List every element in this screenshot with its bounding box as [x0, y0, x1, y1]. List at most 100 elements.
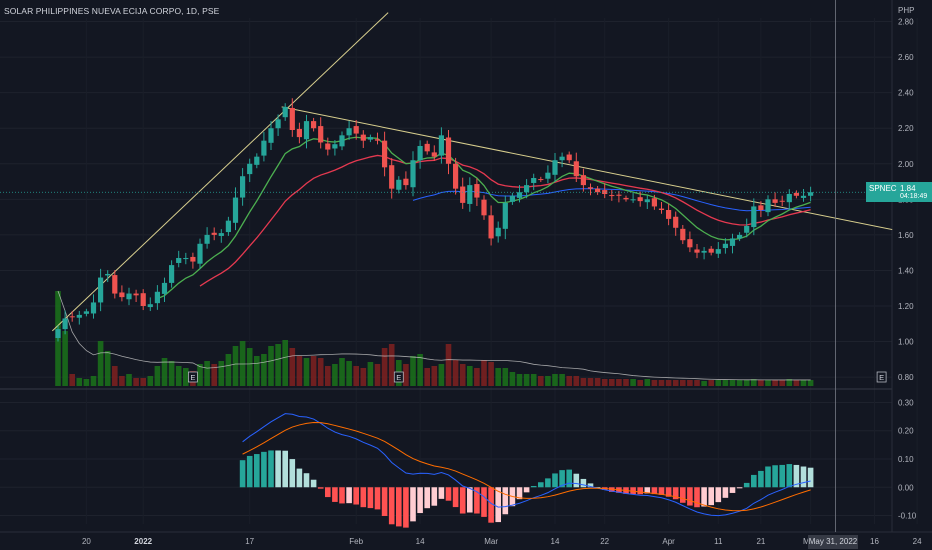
candle-body — [800, 195, 807, 198]
macd-histogram-bar — [573, 473, 580, 488]
price-axis-tick: 2.60 — [898, 53, 914, 62]
volume-bar — [104, 351, 111, 386]
macd-histogram-bar — [715, 487, 722, 503]
volume-bar — [403, 364, 409, 386]
macd-histogram-bar — [374, 487, 381, 510]
candle-body — [176, 258, 182, 263]
macd-histogram-bar — [672, 487, 679, 500]
macd-histogram-bar — [722, 487, 729, 498]
price-axis-tick: 1.60 — [898, 231, 914, 240]
candle-body — [90, 302, 97, 314]
macd-histogram-bar — [367, 487, 374, 509]
candle-body — [666, 210, 672, 219]
candle-body — [630, 199, 636, 201]
candle-body — [481, 199, 487, 216]
volume-bar — [729, 380, 736, 386]
macd-histogram-bar — [246, 455, 253, 488]
candle-body — [282, 106, 288, 118]
volume-bar — [722, 380, 729, 386]
macd-histogram-bar — [452, 487, 459, 508]
candle-body — [339, 135, 345, 147]
macd-histogram-bar — [523, 487, 530, 493]
currency-label: PHP — [898, 6, 915, 15]
macd-histogram-bar — [538, 482, 544, 488]
volume-bar — [751, 379, 757, 386]
volume-bar — [630, 379, 636, 386]
macd-histogram-bar — [417, 487, 423, 514]
macd-histogram-bar — [658, 487, 665, 495]
candle-body — [758, 205, 764, 210]
candle-body — [240, 176, 246, 198]
volume-bar — [83, 379, 90, 386]
volume-bar — [807, 380, 814, 386]
macd-histogram-bar — [758, 470, 764, 488]
candle-body — [346, 128, 352, 136]
volume-bar — [779, 380, 785, 386]
badge-price: 1.84 — [900, 184, 916, 193]
candle-body — [552, 160, 558, 175]
candle-body — [538, 179, 544, 181]
earnings-marker-label: E — [190, 373, 195, 382]
macd-histogram-bar — [310, 479, 317, 488]
ema-slow-line — [199, 154, 811, 287]
volume-bar — [637, 380, 643, 386]
volume-bar — [69, 374, 75, 386]
macd-histogram-bar — [743, 482, 750, 488]
price-axis-tick: 1.40 — [898, 266, 914, 275]
macd-histogram-bar — [644, 487, 651, 494]
volume-bar — [580, 378, 587, 386]
macd-histogram-bar — [736, 487, 743, 489]
macd-histogram-bar — [530, 485, 537, 488]
macd-histogram-bar — [786, 464, 793, 488]
candle-body — [637, 197, 643, 202]
volume-bar — [310, 356, 317, 386]
volume-bar — [211, 364, 217, 386]
candle-body — [701, 250, 707, 253]
time-axis-tick: 2022 — [134, 537, 152, 546]
volume-bar — [424, 368, 430, 386]
volume-bar — [225, 354, 232, 386]
candle-body — [190, 256, 196, 262]
earnings-marker — [187, 371, 198, 383]
macd-histogram-bar — [772, 465, 778, 488]
macd-histogram-bar — [474, 487, 480, 514]
volume-bar — [680, 380, 686, 386]
macd-histogram-bar — [687, 487, 693, 506]
volume-bar — [474, 368, 480, 386]
candle-body — [651, 198, 657, 207]
volume-bar — [509, 372, 516, 386]
macd-histogram-bar — [424, 487, 430, 509]
volume-bar — [495, 368, 501, 386]
macd-histogram-bar — [800, 466, 807, 488]
volume-bar — [346, 361, 352, 386]
candle-body — [62, 318, 68, 330]
macd-histogram-bar — [807, 467, 814, 488]
candle-body — [786, 194, 792, 203]
candle-body — [559, 156, 565, 161]
volume-bar — [431, 366, 438, 386]
macd-histogram-bar — [360, 487, 367, 508]
descending-trendline — [281, 106, 893, 231]
volume-bar — [530, 374, 537, 386]
volume-bar — [261, 354, 267, 386]
volume-bar — [573, 376, 580, 386]
candle-body — [431, 152, 437, 157]
candle-body — [765, 199, 771, 213]
symbol-title: SOLAR PHILIPPINES NUEVA ECIJA CORPO, 1D,… — [4, 6, 220, 16]
macd-histogram-bar — [261, 451, 267, 488]
candle-body — [694, 249, 700, 253]
macd-histogram-bar — [779, 464, 785, 488]
earnings-marker-label: E — [879, 373, 884, 382]
volume-bar — [154, 366, 161, 386]
macd-axis-tick: 0.10 — [898, 455, 914, 464]
volume-bar — [140, 378, 146, 386]
volume-ma-line — [57, 290, 811, 381]
macd-histogram-bar — [303, 473, 310, 488]
volume-bar — [538, 376, 544, 386]
candle-body — [232, 197, 239, 223]
candle-body — [488, 215, 494, 239]
macd-histogram-bar — [502, 487, 509, 515]
macd-histogram-bar — [793, 464, 800, 488]
volume-bar — [353, 366, 359, 386]
